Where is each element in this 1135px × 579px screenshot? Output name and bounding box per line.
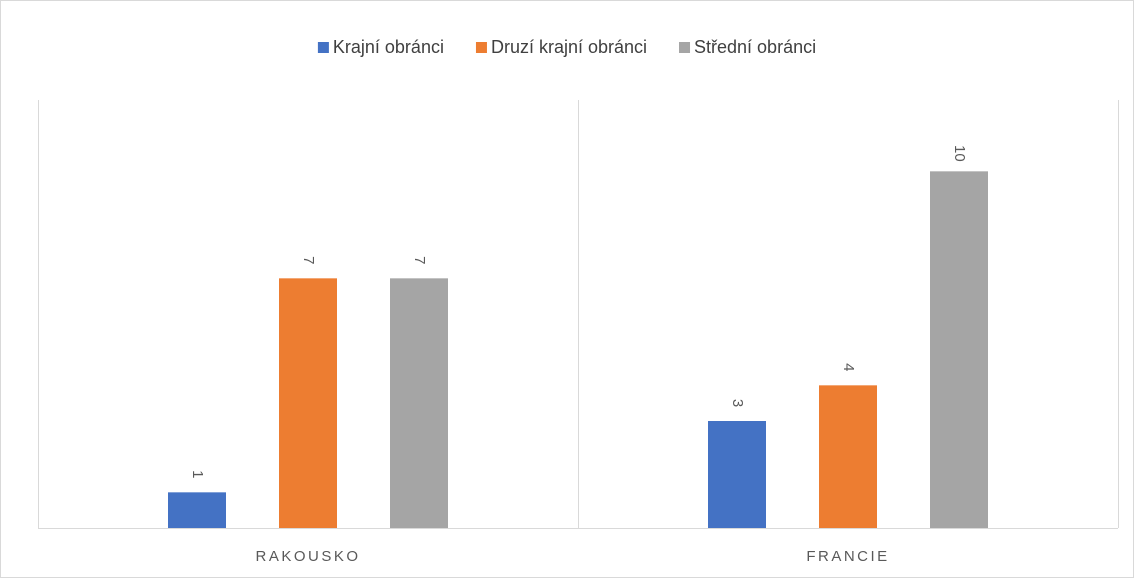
data-label: 4: [840, 363, 857, 371]
bar: [708, 421, 766, 528]
legend-text: Střední obránci: [694, 37, 816, 57]
bar: [930, 171, 988, 529]
bar: [390, 278, 448, 528]
x-tick-label: FRANCIE: [806, 548, 889, 565]
bar: [279, 278, 337, 528]
legend-text: Krajní obránci: [333, 37, 444, 57]
legend-text: Druzí krajní obránci: [491, 37, 647, 57]
x-tick-label: RAKOUSKO: [255, 548, 360, 565]
data-label: 1: [189, 470, 206, 478]
data-label: 10: [951, 145, 968, 162]
bar: [819, 385, 877, 528]
data-label: 7: [411, 256, 428, 264]
legend-swatch: [679, 42, 691, 53]
bar: [168, 492, 226, 528]
data-label: 3: [729, 399, 746, 407]
legend-swatch: [475, 42, 487, 53]
data-label: 7: [300, 256, 317, 264]
legend-swatch: [317, 42, 329, 53]
